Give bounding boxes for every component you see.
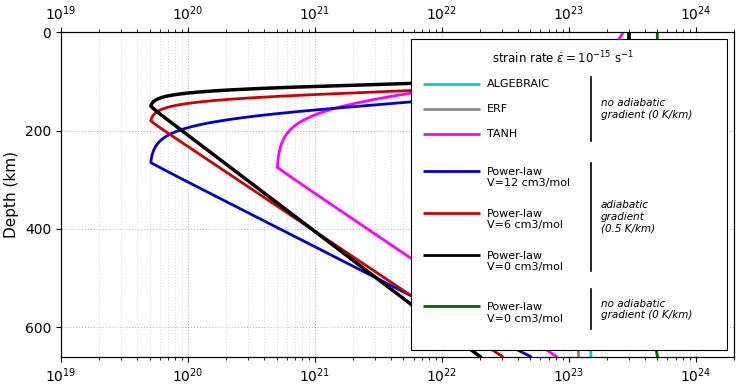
Y-axis label: Depth (km): Depth (km): [4, 151, 19, 238]
